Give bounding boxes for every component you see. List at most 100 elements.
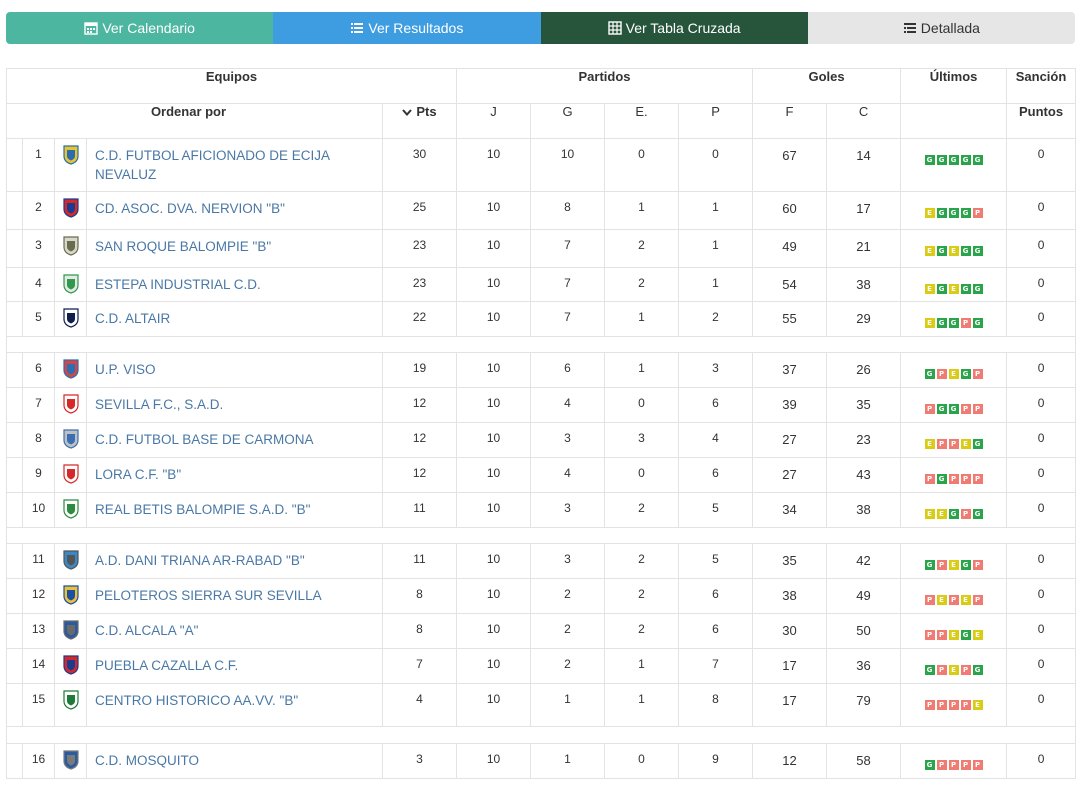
result-badge: E (972, 700, 983, 710)
team-lost: 1 (678, 191, 754, 230)
team-crest-cell (54, 578, 87, 614)
team-won: 8 (530, 191, 606, 230)
result-badge: E (960, 439, 971, 449)
team-crest-cell (54, 301, 87, 337)
result-badge: E (948, 665, 959, 675)
tab-calendario[interactable]: Ver Calendario (6, 12, 274, 44)
header-goles: Goles (752, 68, 902, 104)
team-crest-cell (54, 613, 87, 649)
team-won: 7 (530, 267, 606, 302)
tab-resultados[interactable]: Ver Resultados (273, 12, 541, 44)
team-name-link[interactable]: U.P. VISO (95, 362, 156, 377)
team-points: 19 (381, 352, 458, 388)
table-row: 9 LORA C.F. "B" 12 10 4 0 6 27 43 P G P P P 0 (6, 457, 1077, 493)
order-by-label: Ordenar por (6, 103, 383, 139)
result-badge: P (924, 630, 935, 640)
result-badge: G (948, 155, 959, 165)
result-badge: P (972, 474, 983, 484)
row-indent (6, 191, 23, 230)
team-position: 3 (22, 229, 55, 268)
grid-table-icon (607, 21, 622, 35)
team-position: 5 (22, 301, 55, 337)
result-badge: G (936, 246, 947, 256)
team-name-link[interactable]: CENTRO HISTORICO AA.VV. "B" (95, 693, 299, 708)
team-name-link[interactable]: C.D. MOSQUITO (95, 753, 200, 768)
result-badge: G (936, 474, 947, 484)
team-name-link[interactable]: SAN ROQUE BALOMPIE "B" (95, 239, 272, 254)
team-name-link[interactable]: PUEBLA CAZALLA C.F. (95, 658, 239, 673)
team-lost: 2 (678, 301, 754, 337)
team-name-link[interactable]: REAL BETIS BALOMPIE S.A.D. "B" (95, 502, 311, 517)
result-badge: P (924, 595, 935, 605)
team-lost: 5 (678, 492, 754, 528)
team-name-link[interactable]: SEVILLA F.C., S.A.D. (95, 397, 224, 412)
team-name-cell: LORA C.F. "B" (86, 457, 383, 493)
team-name-link[interactable]: C.D. ALCALA "A" (95, 623, 199, 638)
result-badge: P (960, 474, 971, 484)
row-indent (6, 387, 23, 423)
team-name-link[interactable]: C.D. FUTBOL AFICIONADO DE ECIJA NEVALUZ (95, 148, 330, 182)
team-position: 11 (22, 543, 55, 579)
result-badge: P (948, 700, 959, 710)
team-played: 10 (456, 648, 532, 684)
detail-list-icon (903, 23, 916, 33)
result-badge: P (972, 595, 983, 605)
tab-detallada[interactable]: Detallada (807, 12, 1075, 44)
team-name-link[interactable]: A.D. DANI TRIANA AR-RABAD "B" (95, 553, 305, 568)
team-crest-cell (54, 352, 87, 388)
team-sanction-points: 0 (1006, 648, 1077, 684)
team-drawn: 1 (604, 648, 680, 684)
header-sancion: Sanción (1006, 68, 1077, 104)
team-points: 3 (381, 743, 458, 779)
team-sanction-points: 0 (1006, 387, 1077, 423)
team-name-link[interactable]: C.D. FUTBOL BASE DE CARMONA (95, 432, 314, 447)
team-name-link[interactable]: PELOTEROS SIERRA SUR SEVILLA (95, 588, 322, 603)
team-crest-icon (62, 655, 79, 675)
team-crest-icon (62, 585, 79, 605)
col-p: P (678, 103, 754, 139)
row-indent (6, 543, 23, 579)
team-goals-against: 43 (826, 457, 902, 493)
team-won: 1 (530, 683, 606, 727)
team-goals-for: 49 (752, 229, 828, 268)
team-position: 13 (22, 613, 55, 649)
team-won: 3 (530, 543, 606, 579)
team-name-cell: ESTEPA INDUSTRIAL C.D. (86, 267, 383, 302)
col-f: F (752, 103, 828, 139)
team-name-cell: U.P. VISO (86, 352, 383, 388)
team-drawn: 1 (604, 301, 680, 337)
result-badge: G (972, 246, 983, 256)
team-sanction-points: 0 (1006, 229, 1077, 268)
row-indent (6, 267, 23, 302)
team-name-link[interactable]: ESTEPA INDUSTRIAL C.D. (95, 277, 261, 292)
group-separator (5, 336, 1077, 353)
result-badge: E (948, 246, 959, 256)
team-played: 10 (456, 457, 532, 493)
team-played: 10 (456, 138, 532, 192)
team-name-link[interactable]: C.D. ALTAIR (95, 311, 171, 326)
tab-tabla-cruzada[interactable]: Ver Tabla Cruzada (540, 12, 808, 44)
team-goals-for: 30 (752, 613, 828, 649)
team-name-link[interactable]: CD. ASOC. DVA. NERVION "B" (95, 201, 285, 216)
team-drawn: 0 (604, 457, 680, 493)
team-crest-icon (62, 750, 79, 770)
team-crest-icon (62, 274, 79, 294)
team-goals-for: 35 (752, 543, 828, 579)
team-points: 12 (381, 457, 458, 493)
team-drawn: 2 (604, 229, 680, 268)
team-goals-for: 67 (752, 138, 828, 192)
result-badge: P (924, 474, 935, 484)
header-ultimos: Últimos (900, 68, 1008, 104)
result-badge: P (972, 760, 983, 770)
sort-pts-button[interactable]: Pts (381, 103, 458, 139)
team-goals-for: 38 (752, 578, 828, 614)
result-badge: E (924, 208, 935, 218)
team-name-link[interactable]: LORA C.F. "B" (95, 467, 182, 482)
team-lost: 1 (678, 267, 754, 302)
table-row: 8 C.D. FUTBOL BASE DE CARMONA 12 10 3 3 4 27 23 E… (6, 422, 1077, 458)
team-goals-against: 26 (826, 352, 902, 388)
